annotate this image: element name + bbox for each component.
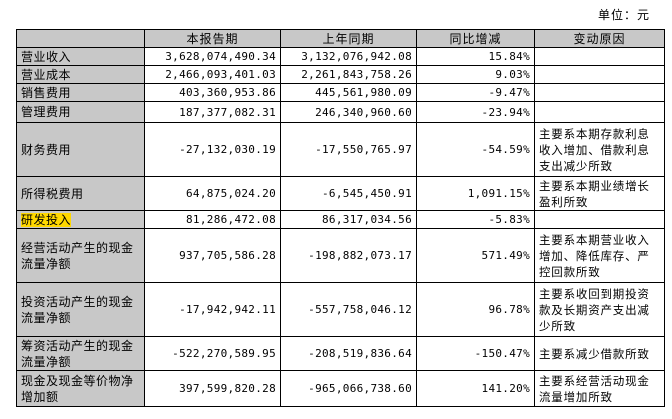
prior-value: 3,132,076,942.08 (280, 47, 417, 66)
prior-value: -965,066,738.60 (280, 370, 417, 407)
change-reason: 主要系本期业绩增长盈利所致 (534, 176, 665, 211)
header-current-period: 本报告期 (144, 29, 281, 48)
current-value: -522,270,589.95 (144, 336, 281, 371)
change-reason: 主要系经营活动现金流量增加所致 (534, 370, 665, 407)
change-value: -23.94% (416, 101, 535, 123)
current-value: 397,599,820.28 (144, 370, 281, 407)
change-reason (534, 83, 665, 102)
highlighted-row-label: 研发投入 (21, 212, 72, 227)
header-prior-period: 上年同期 (280, 29, 417, 48)
row-label: 财务费用 (16, 122, 145, 177)
table-row: 管理费用 187,377,082.31 246,340,960.60 -23.9… (16, 101, 665, 123)
table-row: 财务费用 -27,132,030.19 -17,550,765.97 -54.5… (16, 122, 665, 177)
table-row: 投资活动产生的现金流量净额 -17,942,942.11 -557,758,04… (16, 282, 665, 337)
table-header-row: 本报告期 上年同期 同比增减 变动原因 (16, 29, 665, 48)
change-value: 1,091.15% (416, 176, 535, 211)
change-reason: 主要系减少借款所致 (534, 336, 665, 371)
change-reason (534, 65, 665, 84)
current-value: 937,705,586.28 (144, 228, 281, 283)
prior-value: 445,561,980.09 (280, 83, 417, 102)
change-value: 571.49% (416, 228, 535, 283)
unit-label: 单位：元 (597, 8, 650, 22)
prior-value: -208,519,836.64 (280, 336, 417, 371)
header-item (16, 29, 145, 48)
table-row: 所得税费用 64,875,024.20 -6,545,450.91 1,091.… (16, 176, 665, 211)
change-reason (534, 101, 665, 123)
row-label: 营业收入 (16, 47, 145, 66)
current-value: -17,942,942.11 (144, 282, 281, 337)
change-reason (534, 210, 665, 229)
current-value: 187,377,082.31 (144, 101, 281, 123)
table-row: 现金及现金等价物净增加额 397,599,820.28 -965,066,738… (16, 370, 665, 407)
table-row: 研发投入 81,286,472.08 86,317,034.56 -5.83% (16, 210, 665, 229)
row-label: 管理费用 (16, 101, 145, 123)
change-value: 141.20% (416, 370, 535, 407)
table-row: 营业收入 3,628,074,490.34 3,132,076,942.08 1… (16, 47, 665, 66)
change-reason (534, 47, 665, 66)
prior-value: 246,340,960.60 (280, 101, 417, 123)
header-change-reason: 变动原因 (534, 29, 665, 48)
change-value: -9.47% (416, 83, 535, 102)
prior-value: -557,758,046.12 (280, 282, 417, 337)
row-label: 营业成本 (16, 65, 145, 84)
row-label: 所得税费用 (16, 176, 145, 211)
current-value: -27,132,030.19 (144, 122, 281, 177)
current-value: 403,360,953.86 (144, 83, 281, 102)
prior-value: -6,545,450.91 (280, 176, 417, 211)
header-yoy-change: 同比增减 (416, 29, 535, 48)
prior-value: -17,550,765.97 (280, 122, 417, 177)
table-row: 销售费用 403,360,953.86 445,561,980.09 -9.47… (16, 83, 665, 102)
current-value: 3,628,074,490.34 (144, 47, 281, 66)
financial-comparison-table: 本报告期 上年同期 同比增减 变动原因 营业收入 3,628,074,490.3… (16, 29, 665, 407)
current-value: 81,286,472.08 (144, 210, 281, 229)
change-value: -5.83% (416, 210, 535, 229)
table-row: 经营活动产生的现金流量净额 937,705,586.28 -198,882,07… (16, 228, 665, 283)
row-label: 经营活动产生的现金流量净额 (16, 228, 145, 283)
row-label: 研发投入 (16, 210, 145, 229)
table-row: 筹资活动产生的现金流量净额 -522,270,589.95 -208,519,8… (16, 336, 665, 371)
change-reason: 主要系本期营业收入增加、降低库存、严控回款所致 (534, 228, 665, 283)
change-value: -54.59% (416, 122, 535, 177)
change-reason: 主要系本期存款利息收入增加、借款利息支出减少所致 (534, 122, 665, 177)
row-label: 筹资活动产生的现金流量净额 (16, 336, 145, 371)
prior-value: -198,882,073.17 (280, 228, 417, 283)
current-value: 64,875,024.20 (144, 176, 281, 211)
change-value: -150.47% (416, 336, 535, 371)
change-value: 15.84% (416, 47, 535, 66)
row-label: 销售费用 (16, 83, 145, 102)
prior-value: 86,317,034.56 (280, 210, 417, 229)
row-label: 投资活动产生的现金流量净额 (16, 282, 145, 337)
table-row: 营业成本 2,466,093,401.03 2,261,843,758.26 9… (16, 65, 665, 84)
current-value: 2,466,093,401.03 (144, 65, 281, 84)
prior-value: 2,261,843,758.26 (280, 65, 417, 84)
change-reason: 主要系收回到期投资款及长期资产支出减少所致 (534, 282, 665, 337)
change-value: 9.03% (416, 65, 535, 84)
change-value: 96.78% (416, 282, 535, 337)
row-label: 现金及现金等价物净增加额 (16, 370, 145, 407)
